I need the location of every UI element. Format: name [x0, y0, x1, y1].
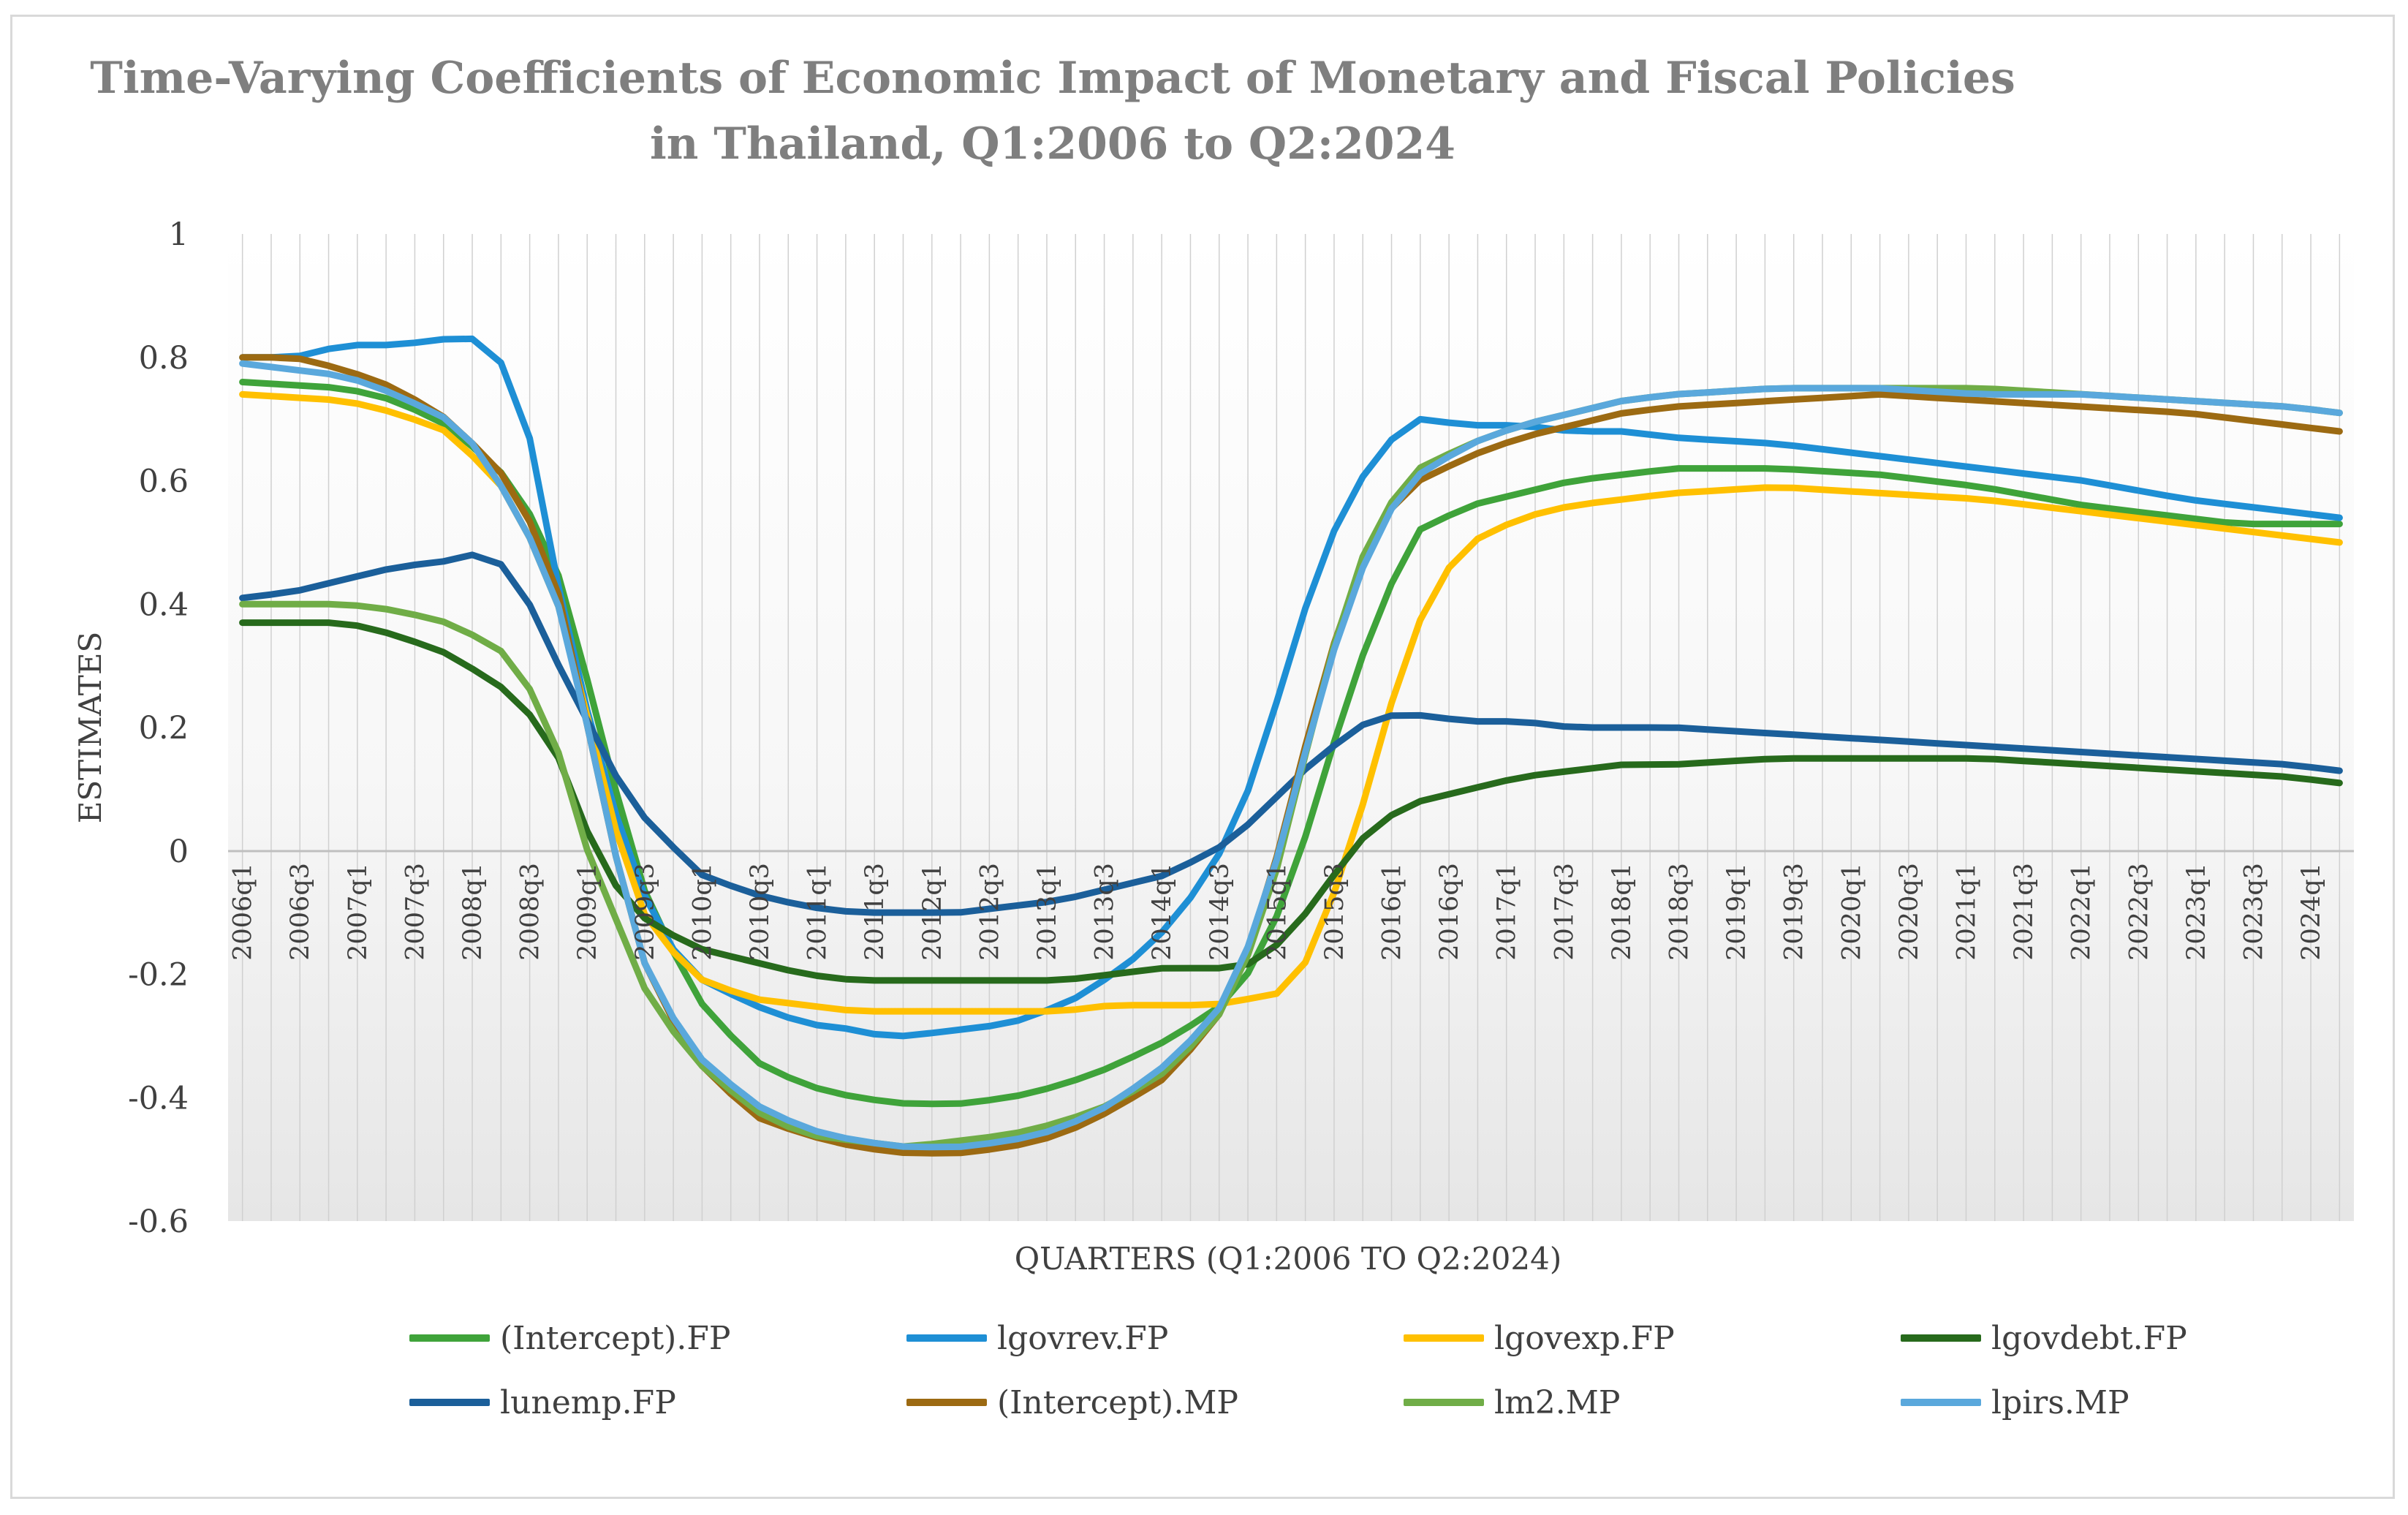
legend-item: lgovexp.FP: [1404, 1309, 1675, 1367]
y-tick-label: -0.6: [128, 1204, 189, 1240]
x-tick-label: 2010q3: [746, 863, 775, 961]
series-line-3: [239, 619, 2343, 984]
x-tick-label: 2017q1: [1493, 863, 1522, 961]
legend-label: lpirs.MP: [1991, 1383, 2129, 1421]
x-axis-label: QUARTERS (Q1:2006 TO Q2:2024): [1015, 1241, 1561, 1277]
x-tick-label: 2023q1: [2182, 863, 2211, 961]
x-tick-label: 2007q3: [401, 863, 430, 961]
x-tick-label: 2020q3: [1895, 863, 1924, 961]
x-tick-label: 2018q1: [1608, 863, 1637, 961]
legend-label: (Intercept).FP: [500, 1319, 731, 1357]
y-tick-label: -0.2: [128, 957, 189, 994]
x-tick-label: 2023q3: [2239, 863, 2268, 961]
x-tick-label: 2011q3: [860, 863, 890, 961]
legend: (Intercept).FP lgovrev.FP lgovexp.FP lgovde…: [409, 1309, 2310, 1440]
x-tick-label: 2009q1: [573, 863, 602, 961]
x-tick-label: 2012q3: [975, 863, 1004, 961]
series-line-4: [239, 551, 2343, 916]
y-axis-label: ESTIMATES: [72, 632, 108, 824]
legend-item: (Intercept).MP: [906, 1373, 1238, 1432]
x-tick-label: 2012q1: [918, 863, 947, 961]
x-tick-label: 2015q1: [1262, 863, 1292, 961]
legend-item: lgovrev.FP: [906, 1309, 1168, 1367]
y-tick-label: 0.6: [139, 464, 189, 500]
legend-item: lpirs.MP: [1901, 1373, 2129, 1432]
x-tick-label: 2009q3: [631, 863, 660, 961]
legend-swatch: [906, 1334, 987, 1342]
x-tick-label: 2019q1: [1722, 863, 1752, 961]
x-tick-label: 2014q3: [1205, 863, 1235, 961]
x-tick-label: 2016q1: [1378, 863, 1407, 961]
x-tick-label: 2013q1: [1033, 863, 1062, 961]
x-tick-label: 2021q3: [2010, 863, 2039, 961]
series-line-0: [239, 379, 2343, 1108]
x-tick-label: 2021q1: [1952, 863, 1981, 961]
y-axis-ticks: 1 0.8 0.6 0.4 0.2 0 -0.2 -0.4 -0.6: [128, 216, 189, 1240]
legend-swatch: [409, 1334, 490, 1342]
y-tick-label: 0: [169, 834, 189, 870]
x-tick-label: 2010q1: [688, 863, 717, 961]
legend-label: lm2.MP: [1494, 1383, 1621, 1421]
y-tick-label: 1: [169, 216, 189, 253]
x-tick-label: 2019q3: [1780, 863, 1809, 961]
chart-title-line-1: Time-Varying Coefficients of Economic Im…: [90, 53, 2015, 104]
x-tick-label: 2007q1: [344, 863, 373, 961]
x-tick-label: 2022q3: [2124, 863, 2154, 961]
chart-title: Time-Varying Coefficients of Economic Im…: [0, 45, 2105, 177]
legend-label: lunemp.FP: [500, 1383, 676, 1421]
x-axis-ticks: 2006q1 2006q3 2007q1 2007q3 2008q1 2008q3 2009…: [229, 863, 2326, 961]
x-tick-label: 2008q1: [458, 863, 488, 961]
legend-label: lgovrev.FP: [997, 1319, 1169, 1357]
legend-swatch: [1404, 1334, 1484, 1342]
x-tick-label: 2013q3: [1091, 863, 1120, 961]
y-tick-label: 0.2: [139, 710, 189, 747]
legend-swatch: [906, 1399, 987, 1406]
legend-item: (Intercept).FP: [409, 1309, 730, 1367]
y-tick-label: 0.4: [139, 586, 189, 623]
series-lines: [239, 335, 2343, 1157]
x-tick-label: 2006q1: [229, 863, 258, 961]
legend-swatch: [1404, 1399, 1484, 1406]
x-tick-label: 2018q3: [1665, 863, 1695, 961]
legend-item: lgovdebt.FP: [1901, 1309, 2187, 1367]
x-tick-label: 2014q1: [1148, 863, 1177, 961]
legend-label: (Intercept).MP: [997, 1383, 1238, 1421]
legend-label: lgovdebt.FP: [1991, 1319, 2187, 1357]
legend-swatch: [1901, 1399, 1981, 1406]
legend-item: lm2.MP: [1404, 1373, 1620, 1432]
x-tick-label: 2020q1: [1837, 863, 1866, 961]
x-tick-label: 2011q1: [803, 863, 833, 961]
x-tick-label: 2022q1: [2067, 863, 2097, 961]
y-tick-label: 0.8: [139, 340, 189, 377]
series-line-7: [239, 360, 2343, 1151]
legend-swatch: [1901, 1334, 1981, 1342]
x-tick-label: 2016q3: [1435, 863, 1464, 961]
x-tick-label: 2008q3: [516, 863, 545, 961]
legend-label: lgovexp.FP: [1494, 1319, 1675, 1357]
legend-item: lunemp.FP: [409, 1373, 676, 1432]
chart-title-line-2: in Thailand, Q1:2006 to Q2:2024: [649, 118, 1456, 170]
x-tick-label: 2024q1: [2297, 863, 2326, 961]
x-tick-label: 2017q3: [1550, 863, 1579, 961]
y-tick-label: -0.4: [128, 1080, 189, 1117]
x-tick-label: 2015q3: [1320, 863, 1349, 961]
x-tick-label: 2006q3: [286, 863, 315, 961]
legend-swatch: [409, 1399, 490, 1406]
